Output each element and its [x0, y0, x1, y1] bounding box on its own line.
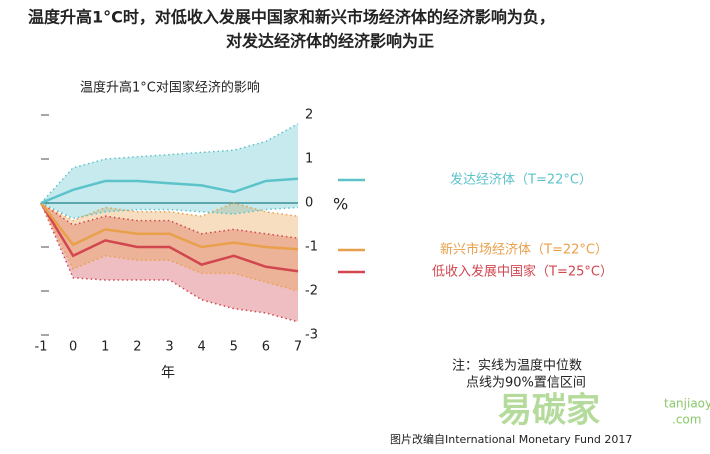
x-tick-label: 4	[197, 340, 205, 355]
confidence-bound	[40, 202, 299, 323]
chart-title-line2: 对发达经济体的经济影响为正	[226, 32, 434, 51]
x-tick-label: 3	[165, 340, 173, 355]
source: 图片改编自International Monetary Fund 2017	[390, 432, 632, 446]
y-tick-label: 0	[305, 196, 313, 211]
confidence-bound	[40, 202, 299, 222]
x-tick-label: 5	[230, 340, 238, 355]
chart-title: 温度升高1°C时，对低收入发展中国家和新兴市场经济体的经济影响为负，	[27, 8, 555, 27]
confidence-band	[41, 203, 298, 322]
watermark: 易碳家	[498, 391, 600, 431]
x-tick-label: 6	[262, 340, 270, 355]
x-tick-label: 0	[69, 340, 77, 355]
confidence-bound	[40, 202, 299, 292]
y-axis-label: %	[333, 195, 348, 214]
y-tick-label: -1	[305, 240, 318, 255]
x-tick-label: -1	[35, 340, 48, 355]
note: 注：实线为温度中位数	[452, 358, 582, 374]
median-line	[40, 177, 299, 205]
x-tick-label: 1	[101, 340, 109, 355]
legend-label: 低收入发展中国家（T=25°C）	[432, 264, 613, 280]
watermark-site: tanjiaoyi	[664, 397, 710, 411]
confidence-bound	[40, 202, 299, 239]
legend-label: 新兴市场经济体（T=22°C）	[440, 242, 608, 258]
y-tick-label: -2	[305, 284, 318, 299]
confidence-bound	[40, 123, 299, 204]
watermark-domain: .com	[672, 413, 701, 427]
x-tick-label: 2	[133, 340, 141, 355]
y-tick-label: 2	[305, 108, 313, 123]
y-tick-label: -3	[305, 328, 318, 343]
median-line	[40, 202, 299, 251]
x-axis-label: 年	[161, 365, 175, 381]
note: 点线为90%置信区间	[466, 376, 586, 391]
legend-label: 发达经济体（T=22°C）	[450, 172, 592, 188]
median-line	[39, 202, 299, 273]
confidence-band	[41, 123, 298, 219]
subtitle: 温度升高1°C对国家经济的影响	[80, 80, 260, 96]
x-tick-label: 7	[294, 340, 302, 355]
y-tick-label: 1	[305, 152, 313, 167]
